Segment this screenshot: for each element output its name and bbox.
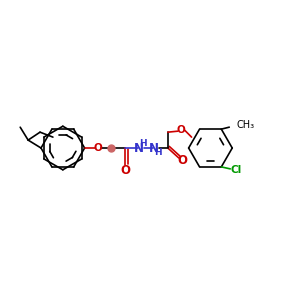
Text: N: N: [149, 142, 159, 154]
Text: N: N: [134, 142, 144, 154]
Text: CH₃: CH₃: [236, 120, 254, 130]
Text: H: H: [139, 139, 147, 148]
Text: Cl: Cl: [231, 165, 242, 175]
Text: O: O: [176, 125, 185, 135]
Text: O: O: [178, 154, 188, 167]
Text: O: O: [120, 164, 130, 177]
Text: O: O: [93, 143, 102, 153]
Text: H: H: [154, 148, 162, 158]
